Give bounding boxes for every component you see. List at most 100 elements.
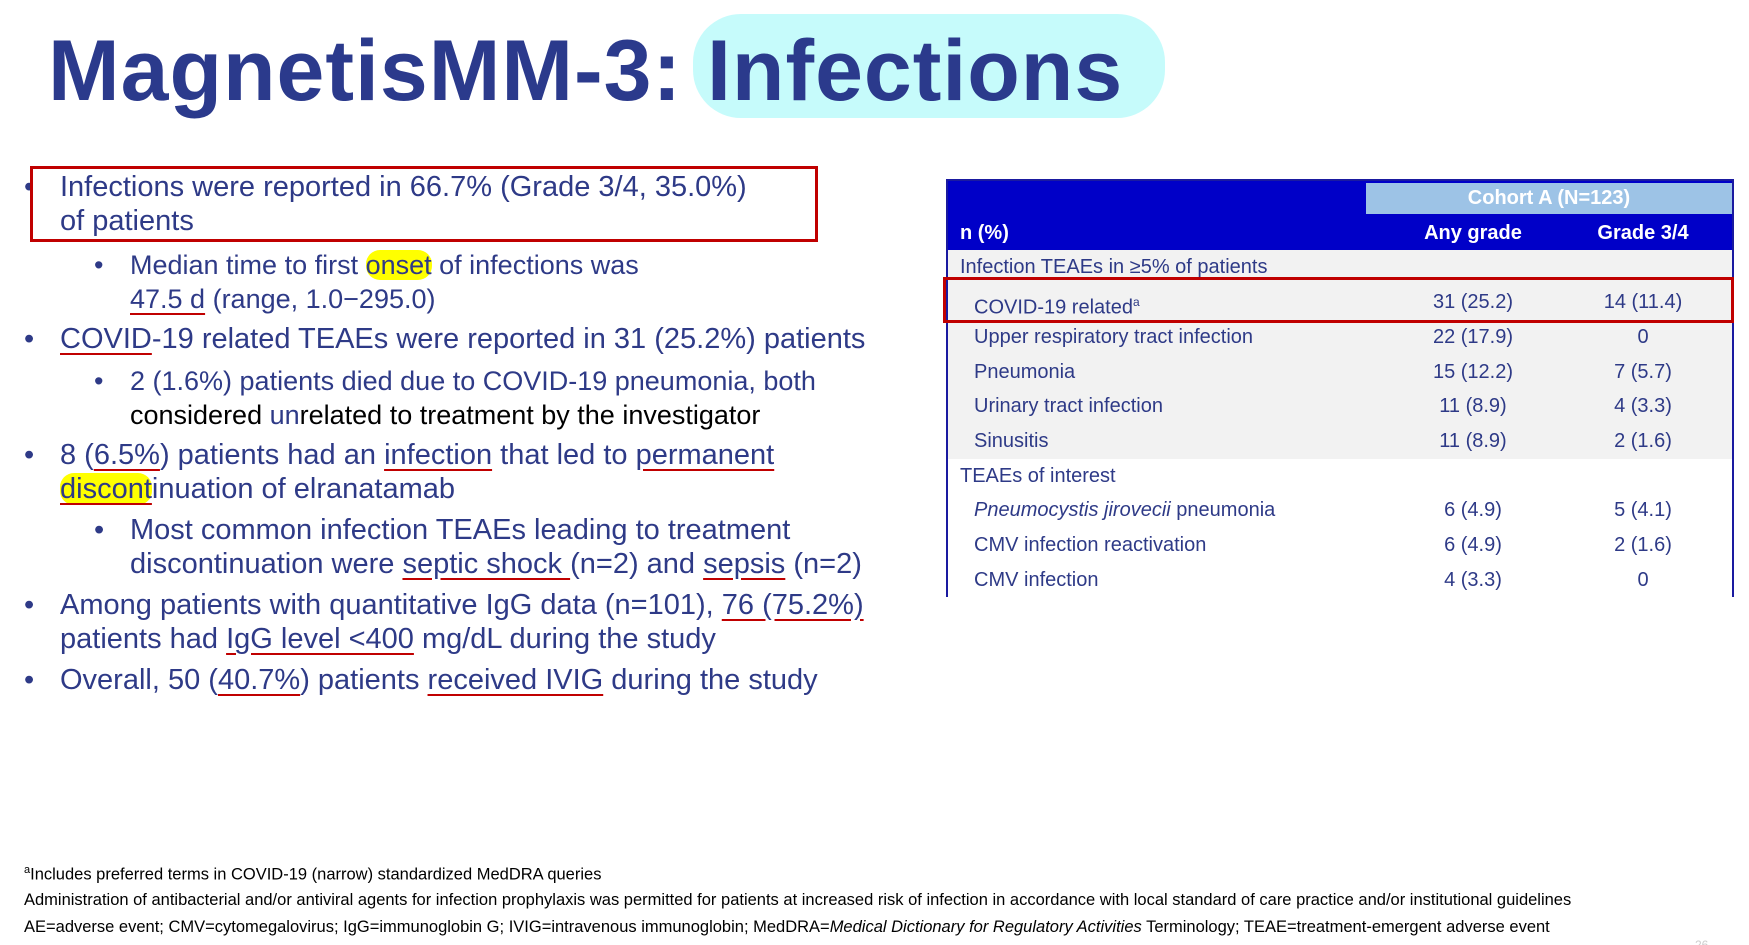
underline: 40.7%: [217, 664, 301, 696]
footnote: aIncludes preferred terms in COVID-19 (n…: [24, 864, 601, 885]
text: Pneumocystis jirovecii: [974, 499, 1171, 522]
text: un: [269, 400, 300, 430]
text: 2 (1.6%) patients died due to COVID-19 p…: [130, 366, 816, 396]
underline: IgG level <400: [226, 623, 414, 655]
text: Includes preferred terms in COVID-19 (na…: [30, 865, 602, 884]
text: Overall, 50 (: [60, 664, 218, 696]
cell: 2 (1.6): [1614, 429, 1672, 452]
table-row: CMV infection reactivation 6 (4.9) 2 (1.6): [948, 528, 1732, 563]
underline: COVID: [60, 323, 152, 355]
text: COVID-19 related: [974, 296, 1133, 319]
page-number: 26: [1695, 938, 1709, 945]
group-header: Cohort A (N=123): [1366, 183, 1732, 214]
text: CMV infection reactivation: [974, 534, 1207, 556]
cell: 2 (1.6): [1614, 534, 1672, 556]
text: AE=adverse event; CMV=cytomegalovirus; I…: [24, 918, 830, 936]
footnote: Administration of antibacterial and/or a…: [24, 891, 1571, 910]
column-header: Any grade: [1424, 221, 1522, 244]
text: considered: [130, 400, 270, 430]
text: Pneumonia: [974, 360, 1076, 383]
text: mg/dL during the study: [413, 623, 716, 655]
cell: 11 (8.9): [1439, 429, 1507, 452]
cell: 6 (4.9): [1444, 499, 1502, 522]
text: ) patients: [300, 664, 428, 696]
title: MagnetisMM-3: Infections: [48, 22, 1123, 121]
text: related to treatment by the investigator: [299, 400, 761, 430]
cell: 11 (8.9): [1439, 395, 1507, 418]
text: Sinusitis: [974, 429, 1049, 452]
footnote-mark: a: [1132, 295, 1140, 310]
row-name: Urinary tract infection: [974, 389, 1163, 424]
row-name: Upper respiratory tract infection: [974, 320, 1253, 355]
underline: septic shock: [402, 548, 571, 580]
cell: 22 (17.9): [1432, 325, 1514, 348]
text: (n=2) and: [570, 548, 704, 580]
text: Urinary tract infection: [974, 395, 1163, 418]
column-header: n (%): [960, 221, 1009, 244]
text: 8 (: [60, 439, 94, 471]
text: Infections were reported in 66.7% (Grade…: [60, 171, 747, 203]
row-name: Sinusitis: [974, 424, 1048, 459]
callout-box: [30, 166, 818, 242]
section-row: TEAEs of interest: [948, 458, 1732, 494]
text: ) patients had an: [159, 439, 385, 471]
section-label: TEAEs of interest: [960, 464, 1116, 487]
table-row: COVID-19 relateda 31 (25.2) 14 (11.4): [948, 285, 1732, 321]
table-row: Pneumonia 15 (12.2) 7 (5.7): [948, 354, 1732, 390]
underline: permanent: [635, 439, 775, 471]
text: inuation of elranatamab: [151, 473, 455, 505]
title-highlight-text: Infections: [707, 23, 1124, 119]
underline: 6.5%: [93, 439, 160, 471]
row-name: Pneumonia: [974, 355, 1075, 390]
cell: 4 (3.3): [1444, 568, 1502, 591]
text: (n=2): [785, 548, 862, 580]
table-row: CMV infection 4 (3.3) 0: [948, 562, 1732, 598]
text: -19 related TEAEs were reported in 31 (2…: [151, 323, 866, 355]
text: of patients: [60, 205, 194, 237]
cell: 0: [1637, 568, 1649, 591]
cell: 14 (11.4): [1603, 291, 1683, 314]
row-name: Pneumocystis jirovecii pneumonia: [974, 493, 1275, 528]
row-name: CMV infection: [974, 563, 1099, 598]
cell: 5 (4.1): [1614, 499, 1672, 522]
underline: sepsis: [703, 548, 786, 580]
text: of infections was: [431, 250, 639, 280]
title-main: MagnetisMM-3:: [48, 23, 683, 119]
footnote-mark: a: [24, 864, 31, 876]
text: CMV infection: [974, 568, 1099, 591]
text: pneumonia: [1170, 499, 1276, 522]
underline: 47.5 d: [130, 284, 206, 314]
text: patients had: [60, 623, 227, 655]
text: Upper respiratory tract infection: [974, 325, 1254, 348]
text: Most common infection TEAEs leading to t…: [130, 514, 791, 546]
table-row: Upper respiratory tract infection 22 (17.…: [948, 319, 1732, 355]
title-highlight: [693, 14, 1165, 118]
text: during the study: [603, 664, 818, 696]
text: Median time to first: [130, 250, 366, 280]
table-row: Pneumocystis jirovecii pneumonia 6 (4.9) 5…: [948, 493, 1732, 529]
text: Terminology; TEAE=treatment-emergent adv…: [1141, 918, 1550, 936]
underline: received IVIG: [427, 664, 604, 696]
text: Administration of antibacterial and/or a…: [24, 891, 1572, 909]
highlight: discont: [60, 473, 152, 505]
underline: 76 (75.2%): [721, 589, 864, 621]
cell: 0: [1637, 325, 1649, 348]
table-row: Sinusitis 11 (8.9) 2 (1.6): [948, 423, 1732, 459]
cell: 31 (25.2): [1432, 291, 1514, 314]
table-row: Urinary tract infection 11 (8.9) 4 (3.3): [948, 389, 1732, 425]
row-name: COVID-19 relateda: [974, 285, 1140, 326]
cell: 6 (4.9): [1444, 534, 1502, 556]
underline: infection: [384, 439, 493, 471]
text: Among patients with quantitative IgG dat…: [60, 589, 722, 621]
text: that led to: [492, 439, 636, 471]
text: Medical Dictionary for Regulatory Activi…: [829, 918, 1142, 936]
header-row: n (%) Any grade Grade 3/4: [948, 216, 1732, 251]
footnote: AE=adverse event; CMV=cytomegalovirus; I…: [24, 918, 1550, 937]
column-header: Grade 3/4: [1597, 221, 1689, 244]
callout-box: [943, 277, 1734, 323]
text: (range, 1.0−295.0): [205, 284, 436, 314]
highlight: onset: [365, 250, 432, 280]
text: discontinuation were: [130, 548, 403, 580]
row-name: CMV infection reactivation: [974, 528, 1206, 563]
